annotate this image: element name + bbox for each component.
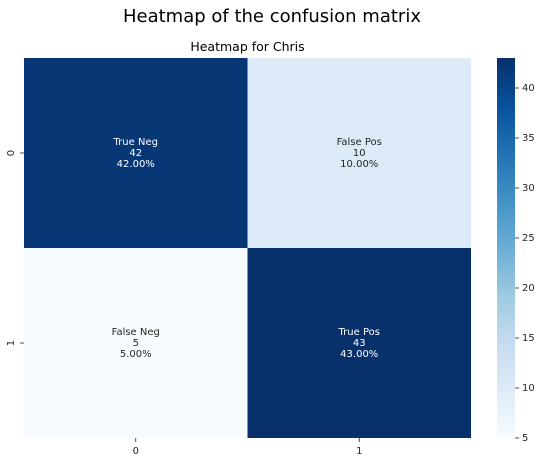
cell-label-percent-0-0: 42.00% bbox=[117, 159, 155, 170]
colorbar-tick-label-4: 25 bbox=[522, 233, 535, 244]
cell-label-percent-0-1: 10.00% bbox=[340, 159, 378, 170]
heatmap-cell-0-1 bbox=[247, 58, 471, 248]
heatmap-cell-0-0 bbox=[24, 58, 248, 248]
cell-label-count-0-0: 42 bbox=[129, 148, 142, 159]
x-tick-label-0: 0 bbox=[133, 446, 139, 457]
cell-label-name-1-0: False Neg bbox=[112, 327, 160, 338]
cell-label-percent-1-1: 43.00% bbox=[340, 349, 378, 360]
colorbar bbox=[497, 58, 515, 438]
y-tick-label-1: 1 bbox=[6, 340, 17, 346]
colorbar-tick-label-2: 15 bbox=[522, 333, 535, 344]
heatmap-cells bbox=[24, 58, 471, 438]
colorbar-tick-label-6: 35 bbox=[522, 133, 535, 144]
cell-label-name-0-0: True Neg bbox=[113, 137, 158, 148]
colorbar-tick-label-3: 20 bbox=[522, 283, 535, 294]
cell-label-count-0-1: 10 bbox=[353, 148, 366, 159]
colorbar-ticks: 5 10 15 20 25 30 35 40 bbox=[515, 83, 535, 444]
cell-label-name-1-1: True Pos bbox=[338, 327, 380, 338]
cell-label-count-1-1: 43 bbox=[353, 338, 366, 349]
colorbar-tick-label-1: 10 bbox=[522, 383, 535, 394]
cell-label-percent-1-0: 5.00% bbox=[120, 349, 152, 360]
figure-suptitle: Heatmap of the confusion matrix bbox=[123, 6, 421, 27]
colorbar-tick-label-7: 40 bbox=[522, 83, 535, 94]
chart-title: Heatmap for Chris bbox=[190, 39, 304, 54]
heatmap-cell-1-1 bbox=[247, 248, 471, 438]
colorbar-tick-label-5: 30 bbox=[522, 183, 535, 194]
cell-label-count-1-0: 5 bbox=[133, 338, 139, 349]
cell-label-name-0-1: False Pos bbox=[337, 137, 382, 148]
colorbar-tick-label-0: 5 bbox=[522, 433, 528, 444]
y-tick-label-0: 0 bbox=[6, 150, 17, 156]
x-tick-label-1: 1 bbox=[356, 446, 362, 457]
y-axis: 01 bbox=[6, 150, 24, 346]
heatmap-cell-1-0 bbox=[24, 248, 248, 438]
